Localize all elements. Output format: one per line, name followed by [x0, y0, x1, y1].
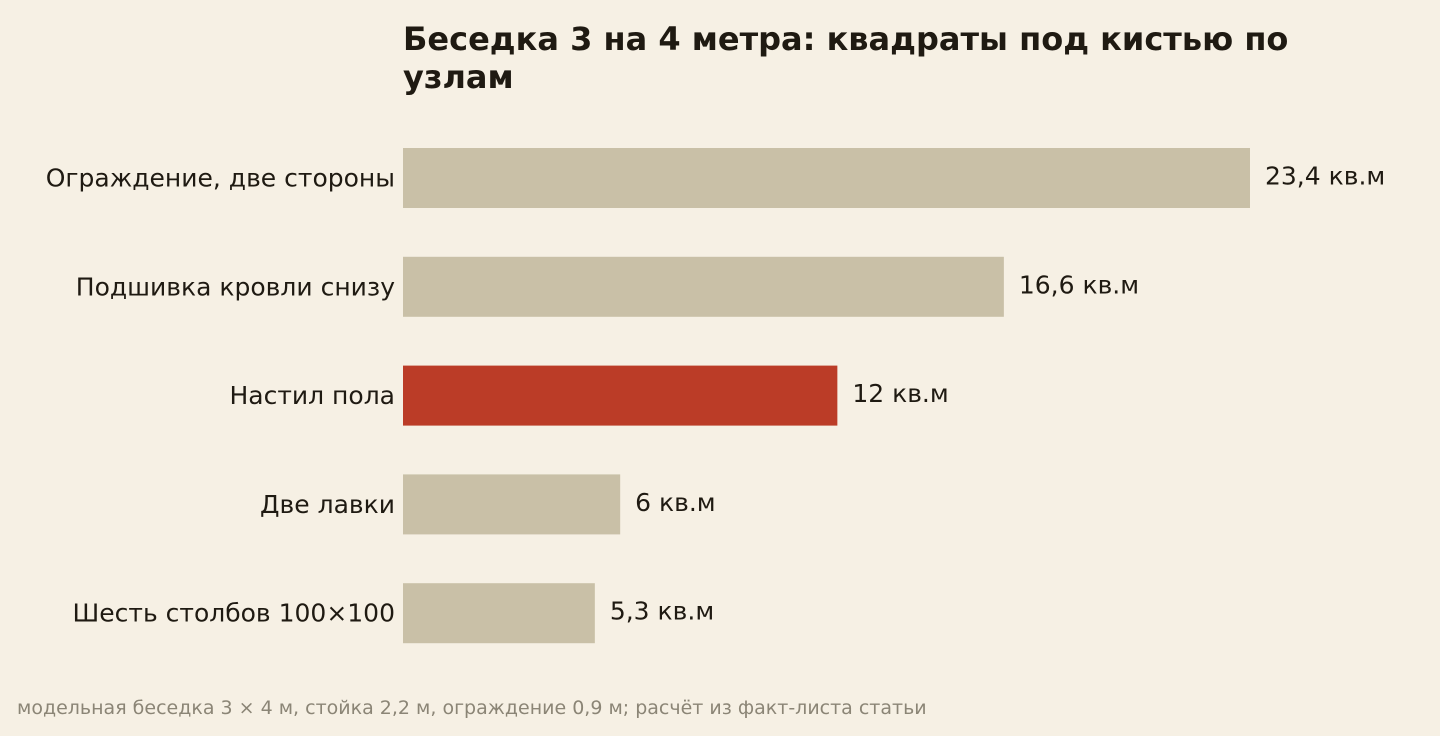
value-label-1: 16,6 кв.м: [1019, 270, 1139, 299]
bar-1: [403, 256, 1004, 317]
bar-0: [403, 148, 1250, 208]
value-label-4: 5,3 кв.м: [610, 597, 714, 626]
category-label-4: Шесть столбов 100×100: [73, 599, 395, 628]
category-label-0: Ограждение, две стороны: [46, 164, 395, 193]
bar-2: [403, 365, 838, 426]
category-label-3: Две лавки: [260, 490, 395, 519]
bar-4: [403, 583, 595, 644]
chart-title: Беседка 3 на 4 метра: квадраты под кисть…: [403, 20, 1289, 96]
category-label-1: Подшивка кровли снизу: [76, 272, 395, 301]
value-label-3: 6 кв.м: [635, 488, 716, 517]
category-label-2: Настил пола: [229, 381, 395, 410]
bar-3: [403, 474, 621, 535]
value-label-0: 23,4 кв.м: [1265, 162, 1385, 191]
value-label-2: 12 кв.м: [852, 379, 948, 408]
chart-footer-note: модельная беседка 3 × 4 м, стойка 2,2 м,…: [17, 697, 927, 719]
